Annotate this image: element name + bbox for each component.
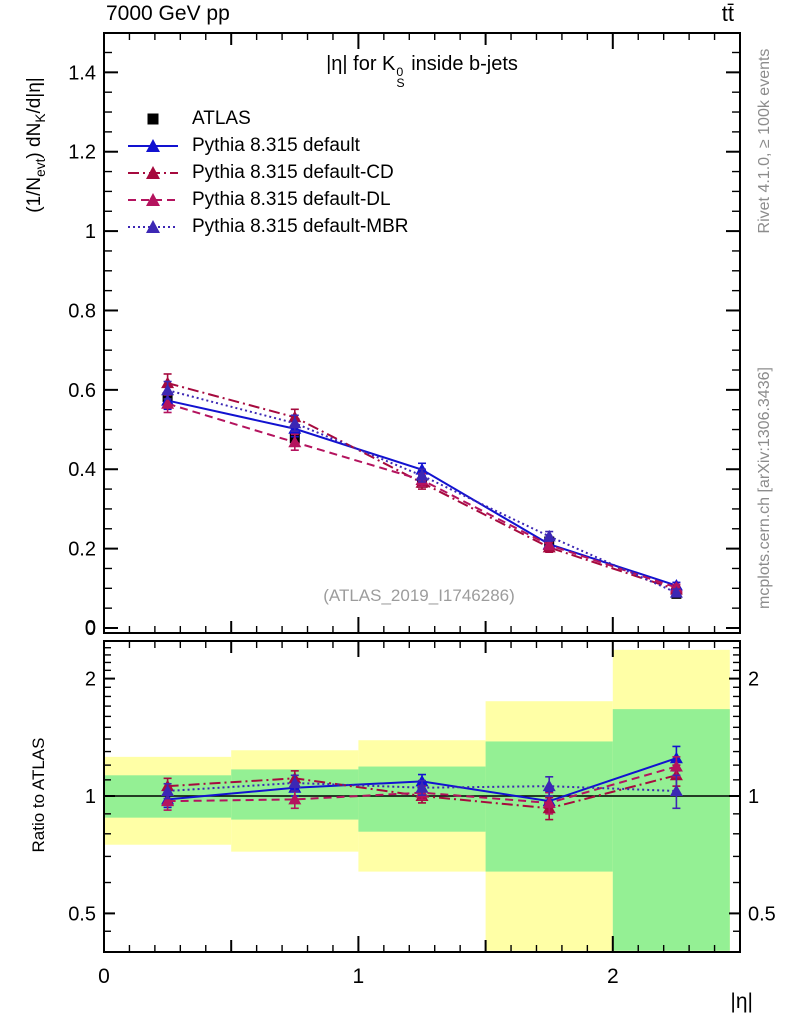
svg-text:1.4: 1.4 [68, 62, 96, 84]
svg-text:2: 2 [607, 965, 619, 988]
x-axis-label: |η| [730, 990, 753, 1013]
svg-text:0.8: 0.8 [68, 300, 96, 322]
svg-text:2: 2 [748, 669, 759, 691]
legend: ATLAS Pythia 8.315 default Pythia 8.315 de… [126, 105, 409, 240]
svg-text:0.6: 0.6 [68, 380, 96, 402]
main-series [161, 373, 683, 599]
plot-title-suffix: inside b-jets [405, 53, 518, 75]
plot-title-prefix: |η| for K [326, 53, 396, 75]
ylabel-part1: (1/N [24, 176, 46, 213]
legend-label: Pythia 8.315 default [192, 134, 360, 156]
svg-text:1: 1 [85, 221, 96, 243]
svg-text:0.5: 0.5 [748, 903, 776, 925]
series-pythia-8-315-default-mbr [161, 380, 683, 598]
svg-text:0.4: 0.4 [68, 459, 96, 481]
svg-text:0.5: 0.5 [68, 903, 96, 925]
legend-label: Pythia 8.315 default-DL [192, 188, 391, 210]
main-y-axis-label: (1/Nevt) dNK/d|η| [24, 77, 48, 212]
legend-item-4: Pythia 8.315 default-MBR [126, 213, 409, 240]
ratio-series-pythia-8-315-default-mbr [161, 774, 683, 810]
x-axis-tick-labels: 0 1 2 [98, 965, 618, 988]
legend-label: Pythia 8.315 default-MBR [192, 215, 409, 237]
beam-energy-label: 7000 GeV pp [106, 2, 230, 25]
svg-text:1: 1 [748, 786, 759, 808]
svg-text:0: 0 [98, 965, 110, 988]
svg-text:0: 0 [85, 618, 96, 640]
svg-text:0: 0 [85, 617, 96, 639]
ratio-y-axis-ticks: 0.5 0.5 1 1 2 2 [68, 647, 776, 932]
k-superscript: 0 [396, 65, 404, 80]
main-y-axis-ticks: 0 0.2 0.4 0.6 0.8 1 1.2 1.4 0 [68, 51, 739, 640]
rivet-version-credit: Rivet 4.1.0, ≥ 100k events [756, 48, 773, 234]
triangle-marker-icon [128, 138, 178, 152]
triangle-marker-icon [128, 165, 178, 179]
ylabel-sub-k: K [32, 113, 48, 123]
legend-item-1: Pythia 8.315 default [126, 132, 409, 159]
ratio-y-axis-label: Ratio to ATLAS [29, 737, 48, 853]
x-axis-ticks [128, 34, 716, 951]
legend-item-3: Pythia 8.315 default-DL [126, 186, 409, 213]
process-label: tt̄ [721, 1, 734, 26]
square-marker-icon [147, 113, 159, 124]
triangle-marker-icon [128, 219, 178, 233]
mcplots-credit: mcplots.cern.ch [arXiv:1306.3436] [756, 367, 773, 609]
ylabel-sub-evt: evt [32, 158, 48, 177]
legend-item-0: ATLAS [126, 105, 409, 132]
frames [103, 32, 741, 953]
k-subscript: S [396, 75, 405, 90]
series-atlas [162, 392, 682, 599]
svg-text:1.2: 1.2 [68, 142, 96, 164]
svg-text:1: 1 [353, 965, 365, 988]
legend-label: ATLAS [192, 107, 251, 129]
svg-text:1: 1 [85, 786, 96, 808]
svg-text:0.2: 0.2 [68, 539, 96, 561]
svg-text:2: 2 [85, 669, 96, 691]
ylabel-part2: ) dN [24, 122, 46, 159]
legend-label: Pythia 8.315 default-CD [192, 161, 394, 183]
ylabel-part3: /d|η| [24, 77, 46, 114]
triangle-marker-icon [128, 192, 178, 206]
ratio-series [161, 745, 683, 821]
analysis-id-watermark: (ATLAS_2019_I1746286) [323, 586, 515, 605]
legend-item-2: Pythia 8.315 default-CD [126, 159, 409, 186]
